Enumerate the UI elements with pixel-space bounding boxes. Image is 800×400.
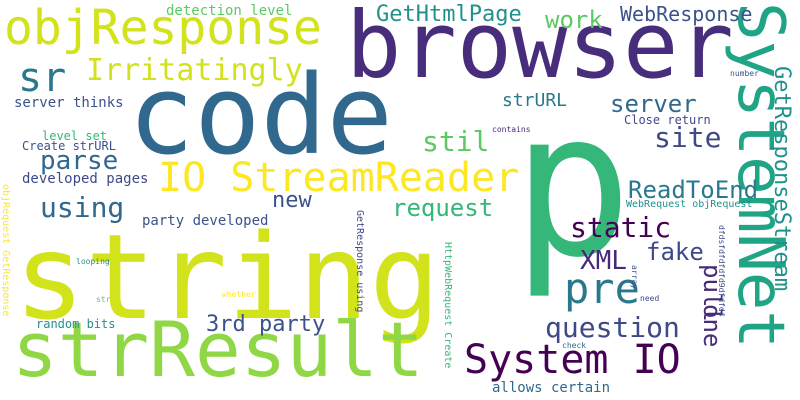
word-site: site (654, 121, 722, 154)
word-system-io: System IO (464, 337, 681, 383)
word-allows-certain: allows certain (492, 380, 611, 396)
word-fake: fake (646, 238, 704, 266)
word-whether: whether (222, 290, 256, 299)
word-p: p (512, 69, 633, 302)
word-getresponsestream: GetResponseStream (769, 66, 794, 292)
word-static: static (570, 211, 672, 244)
word-server: server (610, 90, 697, 118)
word-irritatingly: Irritatingly (86, 53, 303, 88)
word-objresponse: objResponse (4, 0, 322, 56)
word-parse: parse (40, 146, 119, 176)
word-pre: pre (564, 264, 640, 313)
word-sr: sr (18, 55, 67, 101)
word-level-set: level set (42, 129, 108, 143)
word-objrequest-getresponse: objRequest GetResponse (0, 184, 11, 317)
word-question: question (545, 311, 680, 344)
word-code: code (128, 51, 393, 179)
word-readtoend: ReadToEnd (628, 176, 759, 204)
word-strresult: strResult (12, 305, 424, 394)
word-io-streamreader: IO StreamReader (158, 155, 520, 201)
word-gethtmlpage: GetHtmlPage (376, 2, 522, 27)
word-webrequest-objrequest: WebRequest objRequest (626, 199, 753, 210)
word-looping: looping (76, 257, 110, 266)
word-request: request (392, 194, 494, 222)
word-stil: stil (422, 125, 490, 158)
word-httpwebrequest-create: HttpWebRequest Create (442, 242, 453, 369)
word-party-developed: party developed (142, 213, 269, 229)
word-array: array (630, 265, 639, 290)
word-getresponse-using: GetResponse using (354, 210, 365, 313)
word-check: check (562, 341, 587, 350)
word-server-thinks: server thinks (14, 95, 124, 111)
word-create-strurl: Create strURL (22, 139, 116, 153)
word-string: string (14, 208, 441, 346)
word-3rd-party: 3rd party (206, 312, 326, 337)
word-strurl: strURL (502, 90, 568, 111)
word-random-bits: random bits (36, 317, 116, 331)
word-new: new (272, 188, 312, 213)
word-using: using (40, 191, 125, 224)
word-webresponse: WebResponse (620, 2, 753, 26)
word-developed-pages: developed pages (22, 171, 149, 187)
word-work: work (545, 6, 603, 34)
word-close-return: Close return (624, 113, 711, 127)
word-xml: XML (580, 246, 627, 276)
word-detection-level: detection level (166, 3, 293, 19)
word-need: need (640, 294, 660, 303)
word-dfdsfdfdfdfd9dfdfd4: dfdsfdfdfdfd9dfdfd4 (717, 225, 726, 317)
word-contains: contains (492, 125, 531, 134)
word-str: str (96, 295, 111, 304)
word-browser: browser (346, 0, 734, 99)
word-number: number (730, 69, 759, 78)
